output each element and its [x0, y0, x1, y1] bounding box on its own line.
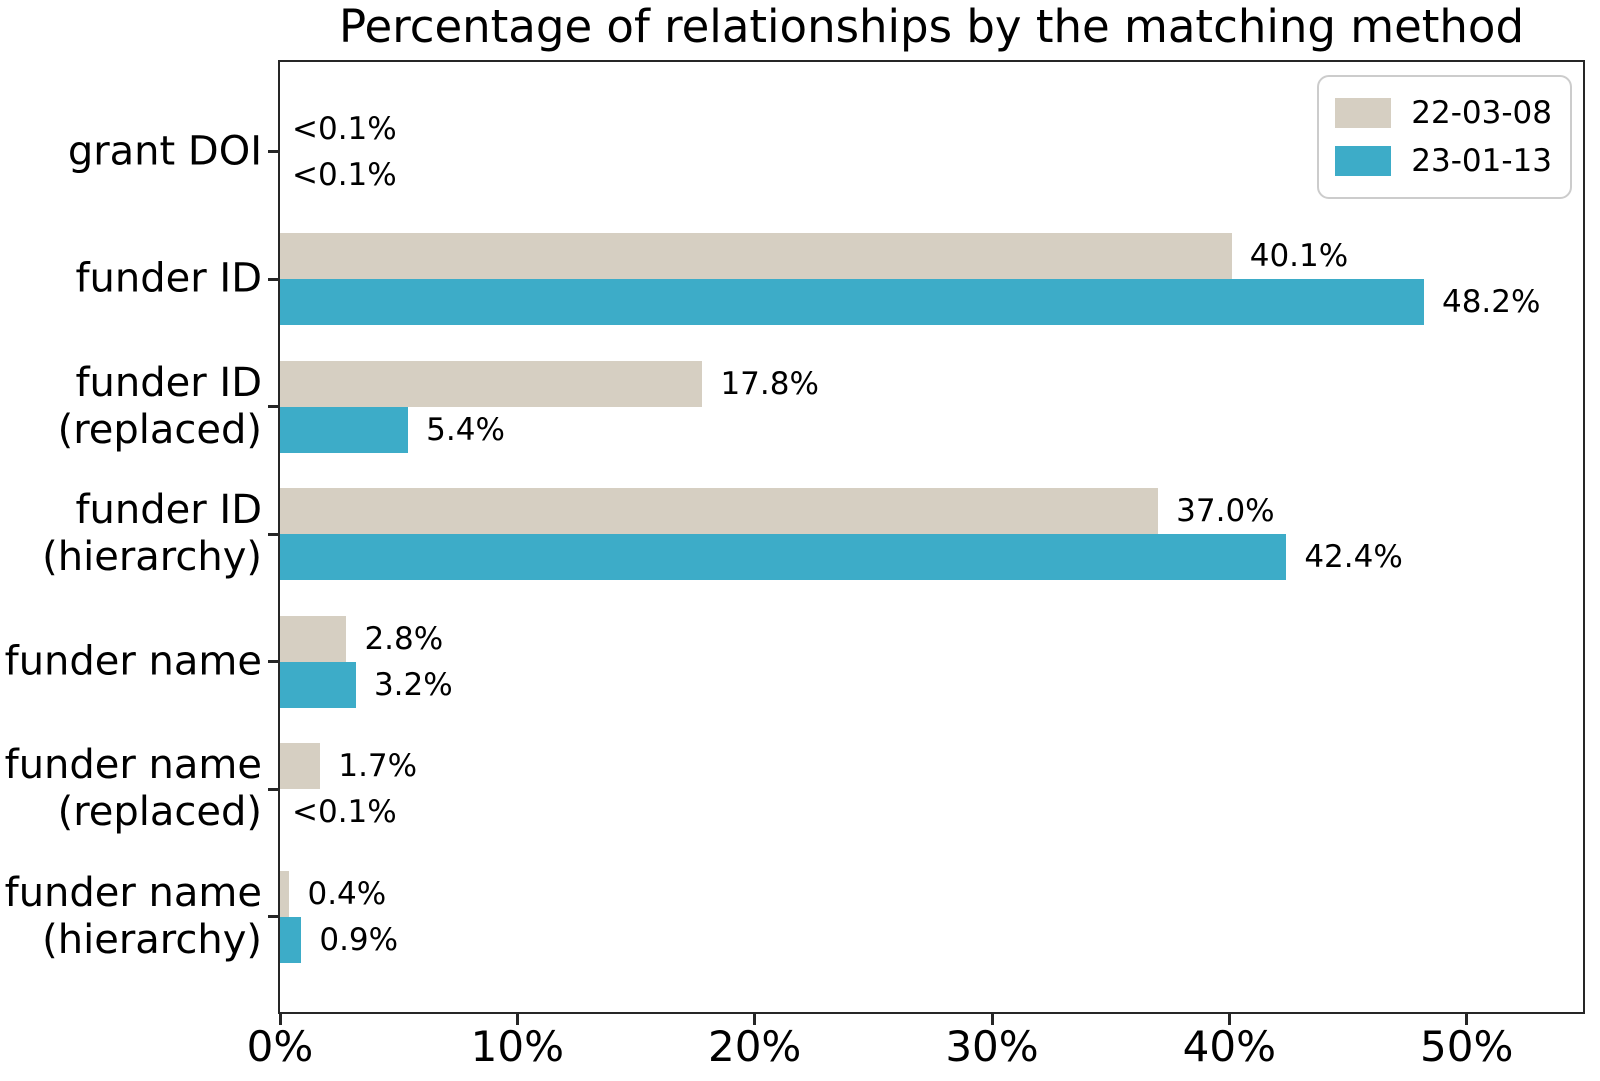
bar-22-03-08-funder ID-(hierarchy): [280, 488, 1159, 534]
x-tick-label: 20%: [707, 1022, 802, 1071]
x-tick-mark: [1465, 1014, 1469, 1025]
y-axis-label-line: funder name: [4, 869, 262, 916]
x-tick-label: 40%: [1182, 1022, 1277, 1071]
bar-value-label: <0.1%: [292, 110, 397, 147]
legend-label-series-1: 22-03-08: [1411, 95, 1552, 131]
bar-22-03-08-funder name: [280, 615, 347, 662]
y-axis-label-line: funder name: [4, 742, 262, 788]
y-axis-label: grant DOI: [0, 128, 262, 175]
x-tick-mark: [990, 1014, 994, 1025]
y-axis-label-line: funder name: [4, 638, 262, 684]
y-tick-mark: [268, 405, 279, 408]
bar-23-01-13-funder name: [280, 661, 356, 708]
legend-label-series-2: 23-01-13: [1411, 143, 1552, 179]
y-axis-label-line: funder ID: [75, 255, 262, 302]
bar-value-label: 0.9%: [319, 921, 399, 958]
bar-value-label: 5.4%: [426, 411, 505, 448]
bar-23-01-13-funder ID-(replaced): [280, 406, 409, 453]
plot-area: <0.1% <0.1% 40.1% 48.2% 17.8% 5.4% 37.0% 42.4% 2…: [278, 60, 1585, 1014]
y-axis-label-line: (replaced): [57, 789, 262, 835]
x-tick-mark: [1227, 1014, 1231, 1025]
legend: 22-03-08 23-01-13: [1317, 75, 1572, 199]
x-tick-label: 50%: [1420, 1022, 1514, 1071]
legend-swatch-series-1: [1335, 98, 1392, 128]
bar-23-01-13-funder ID: [280, 279, 1424, 325]
bar-value-label: 42.4%: [1304, 539, 1403, 575]
y-axis-label: funder ID: [0, 256, 262, 303]
bar-value-label: 2.8%: [364, 620, 444, 657]
bar-value-label: 1.7%: [338, 748, 418, 784]
y-tick-mark: [268, 915, 279, 918]
y-axis-label: funder ID (hierarchy): [0, 487, 262, 581]
y-axis-label-line: funder ID: [75, 487, 262, 533]
y-tick-mark: [268, 787, 279, 791]
x-tick-mark: [515, 1014, 519, 1025]
y-axis-label-line: (replaced): [57, 406, 262, 453]
y-axis-label: funder name (replaced): [0, 742, 262, 836]
x-tick-label: 10%: [470, 1022, 565, 1071]
bar-value-label: <0.1%: [292, 156, 397, 193]
bar-22-03-08-funder ID-(replaced): [280, 360, 703, 407]
y-tick-mark: [268, 150, 279, 153]
x-tick-mark: [278, 1014, 282, 1025]
y-tick-mark: [268, 277, 279, 281]
chart-title: Percentage of relationships by the match…: [338, 0, 1525, 53]
bar-23-01-13-funder ID-(hierarchy): [280, 534, 1287, 580]
bar-value-label: <0.1%: [292, 794, 397, 830]
bar-23-01-13-funder name-(hierarchy): [280, 916, 302, 963]
y-tick-mark: [268, 660, 279, 663]
y-axis-label-line: (hierarchy): [42, 534, 262, 580]
x-tick-label: 0%: [246, 1022, 314, 1071]
bar-value-label: 3.2%: [373, 666, 453, 703]
x-tick-mark: [753, 1014, 757, 1025]
legend-item-series-2: 23-01-13: [1335, 137, 1552, 185]
bar-22-03-08-funder name-(replaced): [280, 743, 321, 789]
bar-value-label: 0.4%: [307, 875, 387, 912]
x-tick-label: 30%: [945, 1022, 1039, 1071]
y-axis-label-line: grant DOI: [67, 128, 262, 174]
y-tick-mark: [268, 532, 279, 536]
bar-value-label: 37.0%: [1176, 493, 1275, 529]
bar-22-03-08-funder name-(hierarchy): [280, 870, 290, 917]
y-axis-label: funder name (hierarchy): [0, 870, 262, 964]
y-axis-label: funder ID (replaced): [0, 360, 262, 454]
legend-swatch-series-2: [1335, 146, 1392, 176]
bar-value-label: 17.8%: [720, 365, 819, 402]
y-axis-label-line: funder ID: [75, 359, 262, 406]
legend-item-series-1: 22-03-08: [1335, 89, 1552, 137]
bar-22-03-08-funder ID: [280, 233, 1232, 279]
bar-value-label: 48.2%: [1441, 284, 1541, 320]
y-axis-label-line: (hierarchy): [42, 916, 262, 963]
bar-value-label: 40.1%: [1249, 238, 1349, 274]
y-axis-label: funder name: [0, 638, 262, 685]
